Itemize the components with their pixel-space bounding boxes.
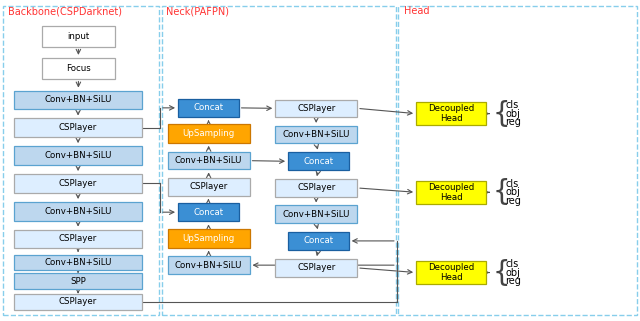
- Text: obj: obj: [506, 187, 520, 197]
- Text: {: {: [493, 178, 511, 206]
- Text: Concat: Concat: [303, 157, 333, 166]
- Text: cls: cls: [506, 178, 519, 189]
- FancyBboxPatch shape: [14, 174, 142, 193]
- Text: UpSampling: UpSampling: [182, 129, 235, 138]
- FancyBboxPatch shape: [416, 181, 486, 204]
- Text: cls: cls: [506, 259, 519, 269]
- FancyBboxPatch shape: [14, 273, 142, 289]
- Text: CSPlayer: CSPlayer: [297, 104, 335, 113]
- FancyBboxPatch shape: [178, 203, 239, 221]
- FancyBboxPatch shape: [275, 205, 357, 223]
- FancyBboxPatch shape: [168, 152, 250, 169]
- Text: UpSampling: UpSampling: [182, 234, 235, 243]
- Text: {: {: [493, 100, 511, 128]
- Text: Concat: Concat: [303, 236, 333, 246]
- FancyBboxPatch shape: [14, 294, 142, 310]
- Text: CSPlayer: CSPlayer: [59, 297, 97, 306]
- FancyBboxPatch shape: [288, 232, 349, 250]
- FancyBboxPatch shape: [14, 202, 142, 221]
- Text: Neck(PAFPN): Neck(PAFPN): [166, 6, 229, 16]
- Text: Decoupled
Head: Decoupled Head: [428, 183, 474, 202]
- Text: CSPlayer: CSPlayer: [59, 123, 97, 132]
- FancyBboxPatch shape: [275, 126, 357, 143]
- FancyBboxPatch shape: [14, 118, 142, 137]
- FancyBboxPatch shape: [42, 26, 115, 47]
- FancyBboxPatch shape: [416, 261, 486, 284]
- Text: CSPlayer: CSPlayer: [189, 182, 228, 192]
- Text: CSPlayer: CSPlayer: [59, 179, 97, 188]
- Text: {: {: [493, 258, 511, 287]
- Text: Backbone(CSPDarknet): Backbone(CSPDarknet): [8, 6, 122, 16]
- FancyBboxPatch shape: [275, 179, 357, 197]
- Text: Decoupled
Head: Decoupled Head: [428, 263, 474, 282]
- FancyBboxPatch shape: [168, 256, 250, 274]
- FancyBboxPatch shape: [42, 58, 115, 79]
- FancyBboxPatch shape: [168, 124, 250, 143]
- Text: Conv+BN+SiLU: Conv+BN+SiLU: [282, 130, 350, 139]
- Text: input: input: [67, 31, 90, 41]
- FancyBboxPatch shape: [275, 259, 357, 277]
- Text: Conv+BN+SiLU: Conv+BN+SiLU: [175, 261, 243, 270]
- Text: Decoupled
Head: Decoupled Head: [428, 104, 474, 123]
- FancyBboxPatch shape: [168, 178, 250, 196]
- FancyBboxPatch shape: [168, 229, 250, 248]
- FancyBboxPatch shape: [178, 99, 239, 117]
- Text: Focus: Focus: [66, 64, 91, 73]
- Text: reg: reg: [506, 117, 522, 127]
- Text: cls: cls: [506, 100, 519, 110]
- Text: obj: obj: [506, 108, 520, 119]
- FancyBboxPatch shape: [275, 100, 357, 117]
- Text: Conv+BN+SiLU: Conv+BN+SiLU: [44, 151, 112, 160]
- Text: SPP: SPP: [70, 277, 86, 286]
- Text: Conv+BN+SiLU: Conv+BN+SiLU: [175, 156, 243, 165]
- Text: Concat: Concat: [193, 208, 223, 217]
- Text: Conv+BN+SiLU: Conv+BN+SiLU: [44, 207, 112, 216]
- Text: CSPlayer: CSPlayer: [297, 263, 335, 273]
- Text: Conv+BN+SiLU: Conv+BN+SiLU: [44, 95, 112, 104]
- FancyBboxPatch shape: [14, 146, 142, 165]
- Text: Concat: Concat: [193, 103, 223, 112]
- Text: obj: obj: [506, 267, 520, 278]
- FancyBboxPatch shape: [288, 152, 349, 170]
- FancyBboxPatch shape: [14, 255, 142, 270]
- FancyBboxPatch shape: [416, 102, 486, 125]
- Text: reg: reg: [506, 276, 522, 286]
- Text: CSPlayer: CSPlayer: [59, 234, 97, 243]
- Text: Conv+BN+SiLU: Conv+BN+SiLU: [282, 210, 350, 219]
- FancyBboxPatch shape: [14, 230, 142, 248]
- FancyBboxPatch shape: [14, 91, 142, 109]
- Text: CSPlayer: CSPlayer: [297, 183, 335, 193]
- Text: reg: reg: [506, 196, 522, 206]
- Text: Head: Head: [404, 6, 430, 16]
- Text: Conv+BN+SiLU: Conv+BN+SiLU: [44, 258, 112, 267]
